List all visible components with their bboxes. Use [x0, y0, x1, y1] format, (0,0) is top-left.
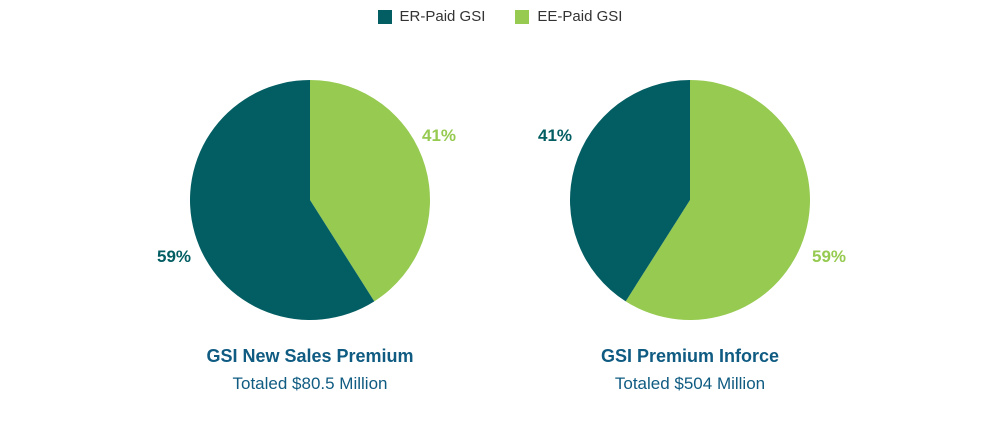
legend-item-ee-paid: EE-Paid GSI: [515, 8, 622, 25]
chart-title-new-sales: GSI New Sales Premium: [206, 346, 414, 366]
legend-label-er-paid: ER-Paid GSI: [399, 8, 486, 25]
data-label-new-sales-ee: 41%: [422, 126, 457, 145]
data-label-inforce-ee: 59%: [812, 247, 847, 266]
pie-slice-ee-paid: [625, 80, 810, 320]
chart-subtitle-new-sales: Totaled $80.5 Million: [232, 374, 388, 393]
data-label-inforce-er: 41%: [538, 126, 573, 145]
pie-slice-ee-paid: [310, 80, 431, 302]
pie-slice-er-paid: [190, 80, 375, 320]
pie-slice-er-paid: [569, 80, 690, 302]
data-label-new-sales-er: 59%: [157, 247, 192, 266]
chart-subtitle-inforce: Totaled $504 Million: [614, 374, 766, 393]
legend-swatch-ee-paid: [515, 9, 530, 24]
legend-label-ee-paid: EE-Paid GSI: [537, 8, 623, 25]
legend-item-er-paid: ER-Paid GSI: [377, 8, 486, 25]
chart-title-inforce: GSI Premium Inforce: [600, 346, 780, 366]
legend: ER-Paid GSI EE-Paid GSI: [0, 8, 1000, 25]
legend-swatch-er-paid: [377, 9, 392, 24]
pie-chart-inforce: [569, 80, 810, 320]
pie-chart-new-sales: [190, 80, 431, 320]
